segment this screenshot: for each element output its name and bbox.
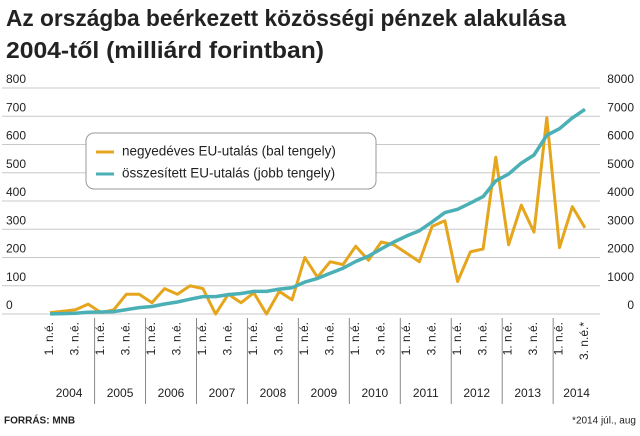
footnote: *2014 júl., aug xyxy=(572,416,636,427)
x-tick-label: 1. n.é. xyxy=(42,322,56,355)
year-label: 2010 xyxy=(361,386,388,400)
y2-tick-label: 7000 xyxy=(607,100,634,114)
x-tick-label: 1. n.é. xyxy=(195,322,209,355)
series-line xyxy=(49,107,586,316)
x-tick-label: 3. n.é. xyxy=(475,322,489,355)
x-tick-label: 1. n.é. xyxy=(552,322,566,355)
year-label: 2006 xyxy=(158,386,185,400)
x-tick-label: 3. n.é. xyxy=(221,322,235,355)
x-tick-label: 3. n.é. xyxy=(322,322,336,355)
x-tick-label: 1. n.é. xyxy=(93,322,107,355)
source: FORRÁS: MNB xyxy=(4,414,75,427)
x-tick-label: 3. n.é. xyxy=(424,322,438,355)
x-tick-label: 1. n.é. xyxy=(399,322,413,355)
x-tick-label: 1. n.é. xyxy=(348,322,362,355)
legend-label: összesített EU-utalás (jobb tengely) xyxy=(122,166,335,181)
y-tick-label: 0 xyxy=(6,298,13,312)
year-label: 2013 xyxy=(514,386,541,400)
y2-tick-label: 6000 xyxy=(607,129,634,143)
year-label: 2004 xyxy=(56,386,83,400)
y-tick-label: 700 xyxy=(6,100,26,114)
x-tick-label: 3. n.é. xyxy=(526,322,540,355)
chart-title: Az országba beérkezett közösségi pénzek … xyxy=(6,5,566,31)
year-label: 2007 xyxy=(209,386,236,400)
y2-tick-label: 8000 xyxy=(607,72,634,86)
x-tick-label: 3. n.é. xyxy=(68,322,82,355)
x-tick-label: 1. n.é. xyxy=(501,322,515,355)
x-tick-label: 3. n.é.* xyxy=(577,322,591,360)
y-tick-label: 200 xyxy=(6,242,26,256)
y-tick-label: 500 xyxy=(6,157,26,171)
y-tick-label: 100 xyxy=(6,270,26,284)
x-tick-label: 1. n.é. xyxy=(144,322,158,355)
y2-tick-label: 3000 xyxy=(607,213,634,227)
legend-label: negyedéves EU-utalás (bal tengely) xyxy=(122,144,336,159)
y-tick-label: 400 xyxy=(6,185,26,199)
y-tick-label: 300 xyxy=(6,213,26,227)
year-label: 2009 xyxy=(311,386,338,400)
legend: negyedéves EU-utalás (bal tengely) összes… xyxy=(85,132,377,190)
year-label: 2014 xyxy=(563,386,590,400)
y-tick-label: 600 xyxy=(6,129,26,143)
x-tick-label: 3. n.é. xyxy=(373,322,387,355)
y2-tick-label: 5000 xyxy=(607,157,634,171)
legend-box xyxy=(85,132,377,190)
year-label: 2005 xyxy=(107,386,134,400)
plot-area: 0100200300400500600700800010002000300040… xyxy=(2,72,634,404)
y-tick-label: 800 xyxy=(6,72,26,86)
chart-subtitle: 2004-től (milliárd forintban) xyxy=(6,37,324,63)
y2-tick-label: 4000 xyxy=(607,185,634,199)
year-label: 2008 xyxy=(260,386,287,400)
year-label: 2011 xyxy=(413,386,439,400)
y2-tick-label: 2000 xyxy=(607,242,634,256)
year-label: 2012 xyxy=(463,386,490,400)
x-tick-label: 1. n.é. xyxy=(297,322,311,355)
y2-tick-label: 0 xyxy=(627,298,634,312)
x-tick-label: 3. n.é. xyxy=(170,322,184,355)
x-tick-label: 1. n.é. xyxy=(246,322,260,355)
x-tick-label: 3. n.é. xyxy=(271,322,285,355)
x-tick-label: 1. n.é. xyxy=(450,322,464,355)
y2-tick-label: 1000 xyxy=(607,270,634,284)
x-tick-label: 3. n.é. xyxy=(119,322,133,355)
